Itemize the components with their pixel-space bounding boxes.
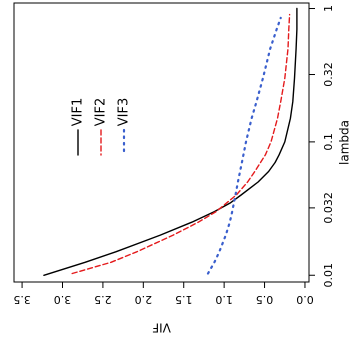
legend: VIF1 VIF2 VIF3	[71, 98, 132, 157]
y-tick-label: 3.5	[13, 293, 31, 306]
legend-label-vif1: VIF1	[71, 98, 86, 126]
y-tick-label: 2.5	[94, 293, 112, 306]
series-line-vif1	[43, 7, 298, 276]
series-line-vif3	[206, 16, 282, 275]
x-axis-title: lambda	[338, 120, 352, 165]
y-tick-label: 1.0	[215, 293, 233, 306]
legend-label-vif3: VIF3	[117, 98, 132, 126]
y-tick-label: 1.5	[175, 293, 193, 306]
x-tick-label: 0.1	[322, 133, 335, 151]
y-tick-label: 2.0	[135, 293, 153, 306]
x-tick-label: 0.01	[322, 263, 335, 288]
axis-ticks: 0.01 0.032 0.1 0.32 1 0.0 0.5 1.0 1.5 2.0 2.5 3.0 3.…	[13, 5, 335, 306]
y-axis-title: VIF	[152, 321, 171, 335]
y-tick-label: 0.5	[256, 293, 274, 306]
x-tick-label: 1	[322, 5, 335, 12]
x-tick-label: 0.032	[322, 192, 335, 224]
y-tick-label: 3.0	[54, 293, 72, 306]
y-tick-label: 0.0	[296, 293, 314, 306]
x-tick-label: 0.32	[322, 62, 335, 87]
series-line-vif2	[71, 13, 291, 275]
legend-label-vif2: VIF2	[94, 98, 109, 126]
series-lines	[43, 7, 298, 276]
plot-frame	[13, 2, 310, 283]
